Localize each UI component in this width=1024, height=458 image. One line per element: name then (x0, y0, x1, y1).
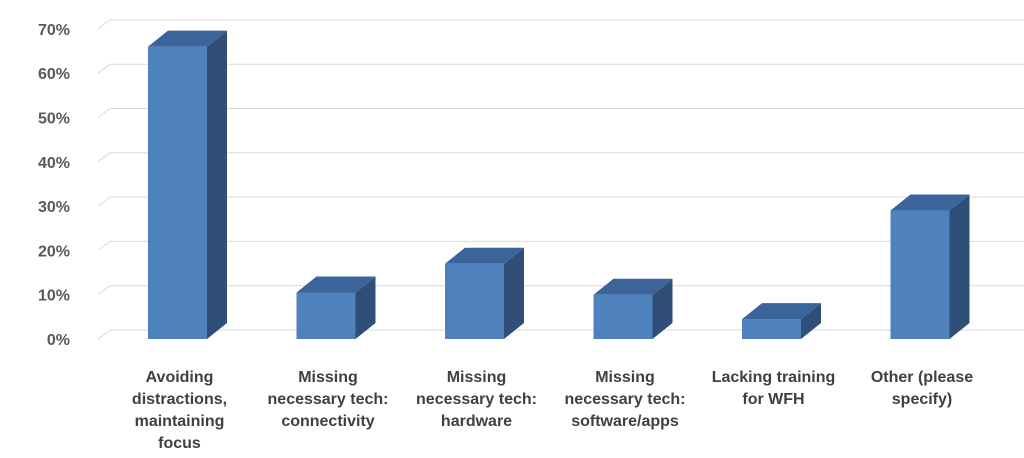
y-tick-label: 30% (38, 199, 70, 216)
y-tick-label: 50% (38, 111, 70, 128)
bar (890, 194, 970, 339)
bar-side (504, 247, 524, 339)
y-tick-label: 40% (38, 155, 70, 172)
bar (445, 247, 524, 339)
bar-side (652, 278, 673, 339)
bars (148, 30, 970, 340)
bar-front (148, 46, 207, 340)
y-tick-label: 20% (38, 243, 70, 260)
bar-top (148, 30, 227, 47)
bar-front (593, 294, 653, 339)
bar-top (890, 194, 970, 211)
x-category-label: Lacking training for WFH (712, 369, 836, 408)
y-tick-label: 0% (47, 332, 70, 349)
bar-front (890, 210, 950, 339)
x-category-label: Missing necessary tech: hardware (416, 369, 537, 430)
gridline-depth (97, 152, 111, 163)
gridline-depth (97, 108, 111, 118)
y-axis-tick-labels: 0% 10% 20% 30% 40% 50% 60% 70% (38, 22, 70, 349)
x-category-label: Avoiding distractions, maintaining focus (132, 369, 227, 452)
bar-top (296, 276, 376, 293)
bar-side (801, 303, 821, 339)
bar-top (593, 278, 673, 295)
bar (148, 30, 227, 340)
gridline-depth (97, 329, 111, 340)
bar-front (445, 263, 504, 339)
gridline-depth (97, 19, 111, 30)
gridline-depth (97, 63, 111, 74)
bar-top (742, 303, 821, 320)
bar (742, 303, 821, 339)
gridline-depth (97, 196, 111, 207)
bar-front (296, 292, 356, 339)
y-tick-label: 70% (38, 22, 70, 39)
bar-side (355, 276, 376, 339)
bar (296, 276, 376, 339)
bar (593, 278, 673, 339)
x-category-label: Other (please specify) (871, 369, 973, 408)
gridline-depth (97, 285, 111, 296)
y-tick-label: 60% (38, 66, 70, 83)
bar-side (949, 194, 970, 339)
bar-top (445, 247, 524, 264)
x-axis-category-labels: Avoiding distractions, maintaining focus Mis… (132, 369, 973, 452)
y-tick-label: 10% (38, 288, 70, 305)
bar-front (742, 319, 801, 339)
bar-side (207, 30, 227, 340)
gridlines (97, 19, 1024, 340)
gridline-depth (97, 240, 111, 251)
x-category-label: Missing necessary tech: connectivity (268, 369, 389, 430)
x-category-label: Missing necessary tech: software/apps (565, 369, 686, 430)
